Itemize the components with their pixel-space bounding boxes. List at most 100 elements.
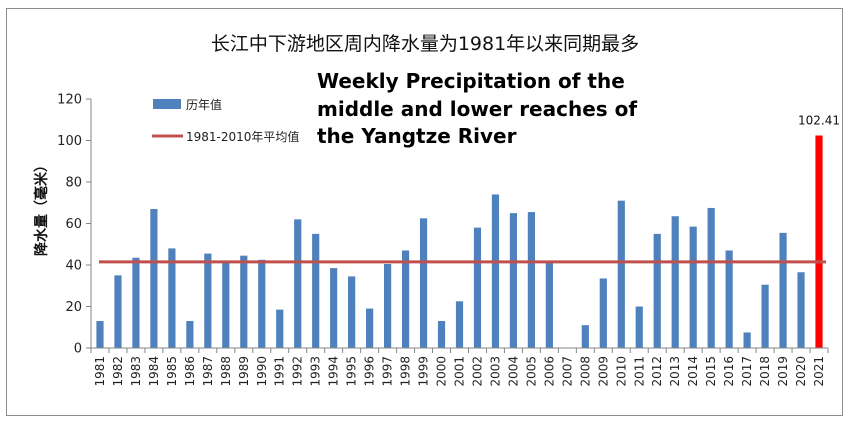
bar-2020	[797, 272, 805, 348]
overlay-title-line-2: middle and lower reaches of	[317, 97, 637, 121]
bar-2014	[689, 226, 697, 348]
overlay-title-line-3: the Yangtze River	[317, 124, 517, 148]
x-tick-label: 2001	[453, 356, 467, 387]
legend: 历年值 1981-2010年平均值	[152, 97, 299, 144]
x-tick-label: 2010	[614, 356, 628, 387]
x-tick-label: 1982	[111, 356, 125, 387]
x-tick-label: 1998	[399, 356, 413, 387]
y-tick-label: 60	[65, 217, 82, 232]
bar-1986	[186, 321, 194, 348]
x-tick-label: 1995	[345, 356, 359, 387]
bar-1984	[150, 208, 158, 348]
bar-1996	[366, 308, 374, 348]
x-tick-label: 1993	[309, 356, 323, 387]
bar-1988	[222, 262, 230, 348]
x-tick-label: 1984	[147, 356, 161, 387]
bar-1982	[114, 275, 122, 348]
x-tick-label: 2007	[560, 356, 574, 387]
bar-2001	[455, 301, 464, 348]
x-tick-label: 1983	[129, 356, 143, 387]
x-tick-label: 1991	[273, 356, 287, 387]
bar-1999	[419, 218, 428, 348]
x-tick-label: 2013	[668, 356, 682, 387]
x-tick-label: 1996	[363, 356, 377, 387]
x-tick-label: 1987	[201, 356, 215, 387]
x-tick-label: 2004	[506, 356, 520, 387]
bar-2008	[581, 325, 589, 348]
x-tick-label: 2006	[542, 356, 556, 387]
x-axis: 1981 1982 1983 1984 1985 1986 1987 1988 1989 1990…	[90, 347, 829, 387]
x-tick-label: 2014	[686, 356, 700, 387]
bar-2016	[725, 250, 733, 348]
x-tick-label: 2002	[470, 356, 484, 387]
bar-1985	[168, 248, 176, 348]
bar-1981	[96, 321, 104, 348]
x-tick-label: 1992	[291, 356, 305, 387]
x-tick-label: 2016	[722, 356, 736, 387]
x-tick-label: 2015	[704, 356, 718, 387]
bar-2017	[743, 332, 751, 348]
x-tick-label: 1989	[237, 356, 251, 387]
bar-2003	[491, 194, 500, 348]
bar-2009	[599, 278, 607, 348]
bar-1991	[276, 309, 284, 348]
x-tick-label: 2020	[794, 356, 808, 387]
legend-label-bars: 历年值	[186, 97, 222, 112]
x-tick-label: 2021	[812, 356, 826, 387]
bar-1989	[240, 255, 248, 348]
x-tick-label: 1999	[417, 356, 431, 387]
y-tick-label: 80	[65, 176, 82, 191]
x-tick-label: 2003	[488, 356, 502, 387]
bar-2000	[437, 321, 446, 348]
x-tick-label: 2000	[435, 356, 449, 387]
x-tick-label: 2009	[596, 356, 610, 387]
x-tick-label: 2011	[632, 356, 646, 387]
bar-1993	[312, 233, 320, 348]
bar-1994	[330, 268, 338, 348]
x-tick-label: 1985	[165, 356, 179, 387]
bar-2011	[635, 306, 643, 348]
bar-1998	[401, 250, 410, 348]
x-tick-label: 2018	[758, 356, 772, 387]
x-tick-label: 1997	[381, 356, 395, 387]
x-tick-label: 2008	[578, 356, 592, 387]
bar-1992	[294, 219, 302, 348]
bar-1995	[348, 276, 356, 348]
bar-1997	[384, 263, 392, 348]
bar-2015	[707, 207, 715, 348]
x-tick-label: 2012	[650, 356, 664, 387]
y-tick-label: 20	[65, 300, 82, 315]
x-tick-label: 1988	[219, 356, 233, 387]
bar-2004	[509, 213, 518, 348]
x-tick-label: 2005	[524, 356, 538, 387]
x-tick-label: 1994	[327, 356, 341, 387]
y-axis-label: 降水量（毫米）	[33, 158, 50, 256]
x-tick-label: 1981	[93, 356, 107, 387]
y-tick-label: 40	[65, 259, 82, 274]
bars: 102.41	[96, 113, 840, 348]
bar-2002	[473, 227, 482, 348]
bar-2018	[761, 284, 769, 348]
x-tick-label: 1990	[255, 356, 269, 387]
bar-2010	[617, 200, 625, 348]
overlay-title-line-1: Weekly Precipitation of the	[317, 69, 625, 93]
x-tick-label: 2019	[776, 356, 790, 387]
bar-highlight-2021	[815, 135, 823, 348]
x-tick-label: 1986	[183, 356, 197, 387]
bar-2019	[779, 232, 787, 348]
bar-1987	[204, 253, 212, 348]
chart-title: 长江中下游地区周内降水量为1981年以来同期最多	[211, 33, 639, 55]
bar-1990	[258, 259, 266, 348]
y-tick-label: 120	[57, 93, 82, 108]
bar-1983	[132, 257, 140, 348]
legend-swatch-bars	[153, 99, 181, 109]
bar-2012	[653, 233, 661, 348]
y-tick-label: 100	[57, 134, 82, 149]
data-label-2021: 102.41	[798, 113, 840, 127]
y-tick-label: 0	[74, 342, 82, 357]
bar-2006	[545, 262, 553, 348]
bar-2013	[671, 216, 679, 348]
legend-label-line: 1981-2010年平均值	[186, 129, 299, 144]
y-axis: 0 20 40 60 80 100 120	[57, 93, 92, 357]
